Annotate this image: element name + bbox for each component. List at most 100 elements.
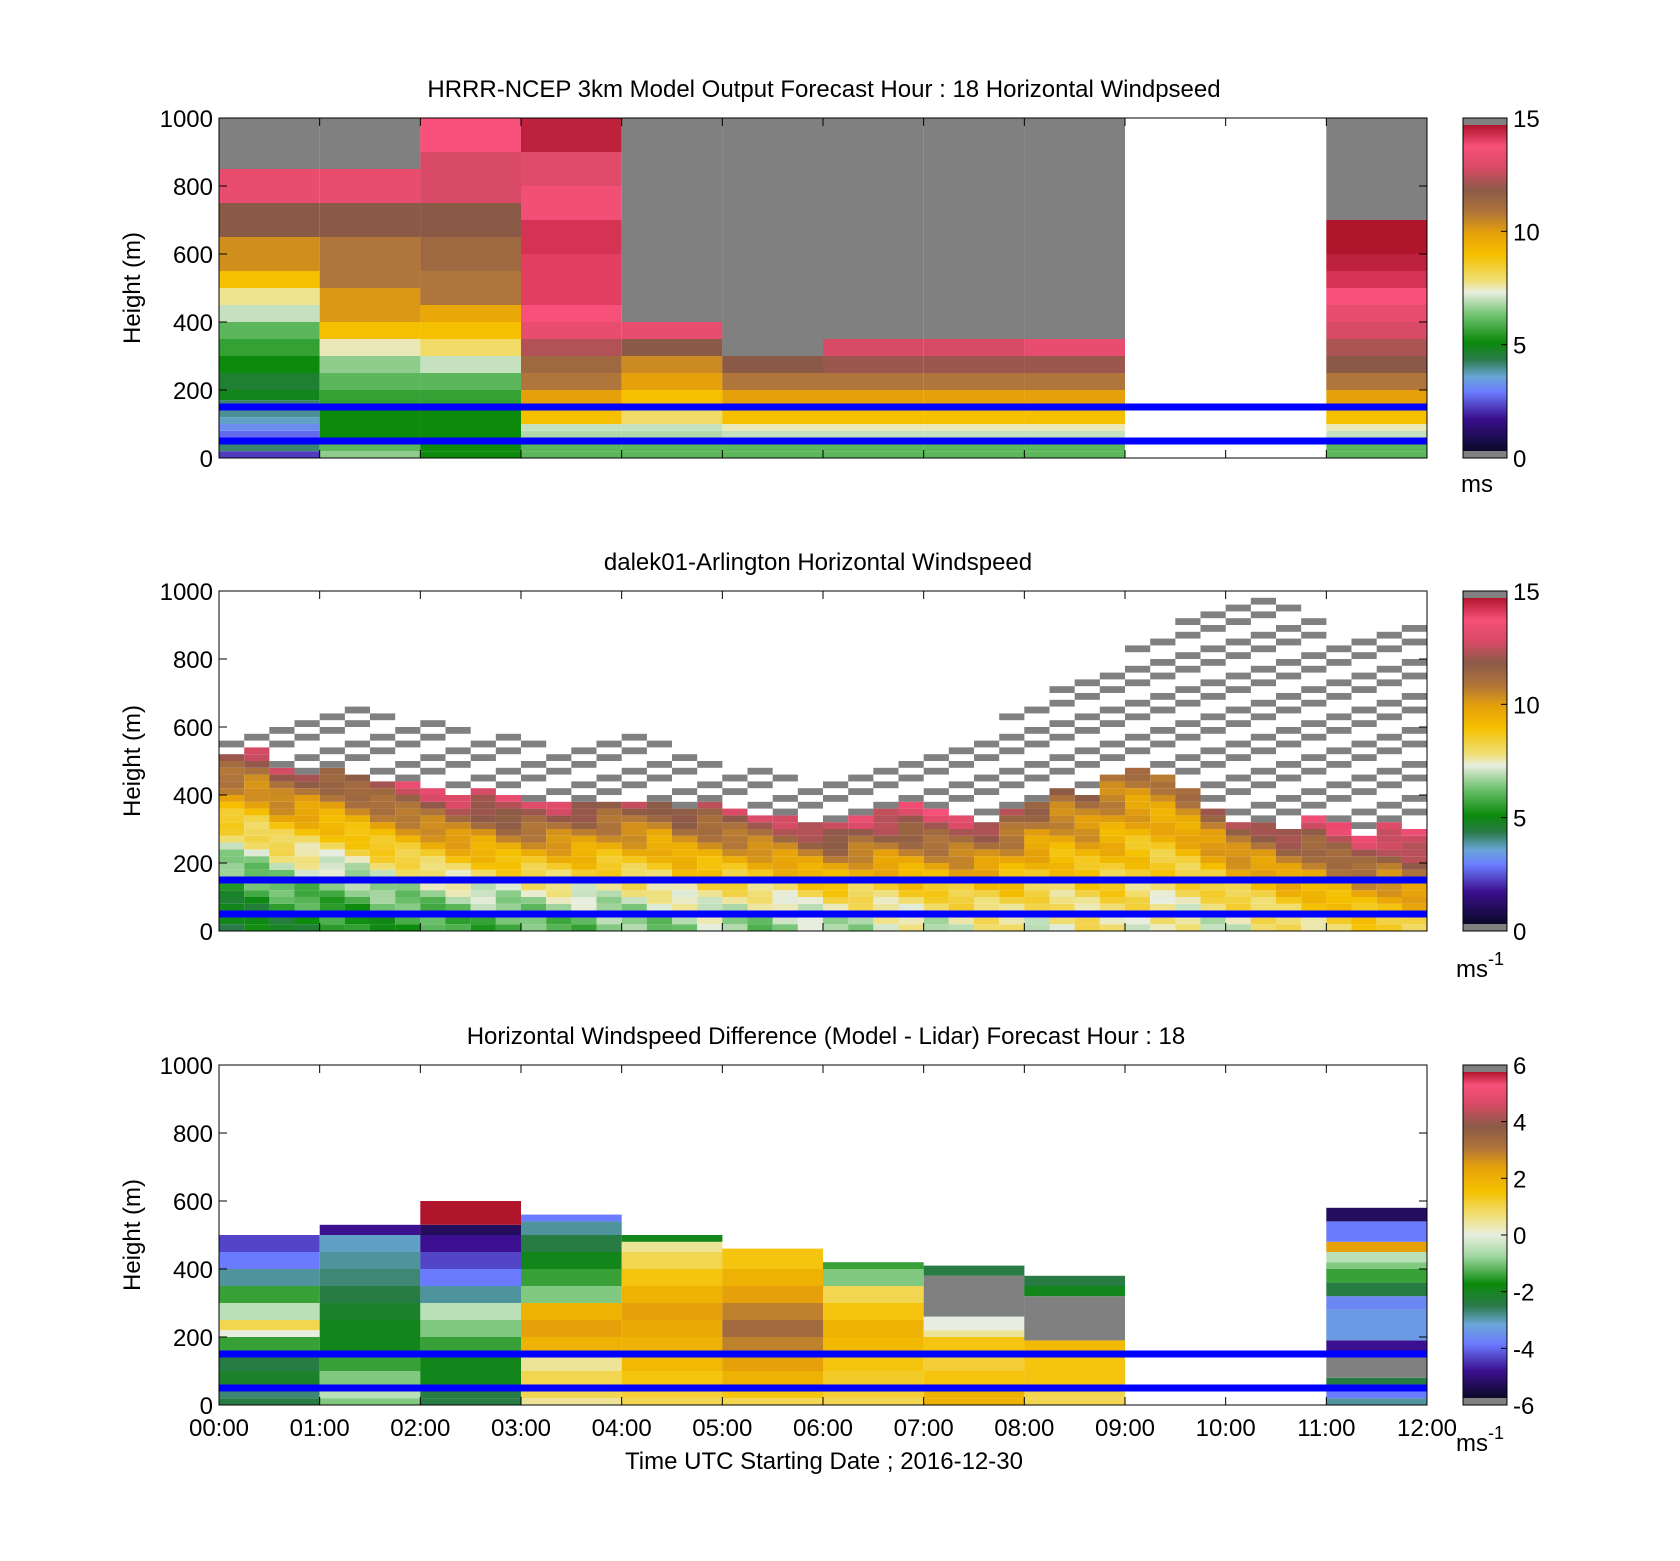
heatmap-cell-col6-band9 [823, 339, 924, 356]
heatmap-cell-t33-h400 [1049, 788, 1075, 795]
heatmap-cell-t4-h320 [319, 815, 345, 823]
heatmap-cell-t20-h240 [722, 842, 748, 850]
heatmap-cell-col4-band8 [621, 356, 723, 373]
heatmap-cell-t13-h100 [546, 890, 572, 897]
heatmap-cell-t2-h580 [269, 727, 295, 734]
heatmap-cell-col7-band10 [923, 118, 1025, 339]
heatmap-cell-t4-h220 [319, 849, 345, 857]
y-tick-label: 400 [173, 783, 213, 810]
heatmap-cell-col3-band1 [521, 1391, 622, 1399]
heatmap-cell-t4-h360 [319, 801, 345, 809]
heatmap-cell-t5-h600 [344, 720, 370, 727]
heatmap-cell-col0-band13 [219, 305, 320, 322]
heatmap-cell-col9-band12 [1326, 1221, 1427, 1242]
heatmap-cell-t31-h60 [999, 903, 1025, 911]
heatmap-cell-t44-h280 [1326, 829, 1352, 836]
heatmap-cell-t46-h760 [1376, 665, 1402, 673]
heatmap-cell-t3-h240 [294, 842, 320, 850]
heatmap-cell-t5-h260 [344, 835, 370, 843]
heatmap-cell-t31-h160 [999, 869, 1025, 877]
heatmap-cell-t32-h240 [1024, 842, 1050, 850]
heatmap-cell-t45-h120 [1351, 883, 1377, 891]
heatmap-cell-t32-h120 [1024, 883, 1050, 891]
heatmap-cell-t35-h200 [1099, 856, 1125, 863]
heatmap-cell-t1-h400 [244, 788, 270, 795]
heatmap-cell-t15-h180 [596, 863, 622, 870]
heatmap-cell-t3-h400 [294, 788, 320, 795]
heatmap-cell-t34-h580 [1074, 727, 1100, 734]
heatmap-cell-t22-h440 [772, 774, 798, 782]
heatmap-cell-t39-h920 [1200, 611, 1226, 619]
panel-difference-title: Horizontal Windspeed Difference (Model -… [467, 1023, 1186, 1050]
heatmap-cell-col3-band0 [521, 1398, 622, 1405]
heatmap-cell-t14-h200 [571, 856, 597, 863]
heatmap-cell-t42-h340 [1276, 808, 1302, 816]
heatmap-cell-t43-h700 [1301, 686, 1327, 693]
heatmap-cell-t37-h360 [1150, 801, 1176, 809]
heatmap-cell-t36-h400 [1125, 788, 1151, 795]
heatmap-cell-col9-band11 [1326, 1241, 1427, 1252]
heatmap-cell-t8-h500 [420, 754, 446, 761]
heatmap-cell-t2-h460 [269, 767, 295, 775]
heatmap-cell-t42-h540 [1276, 740, 1302, 748]
heatmap-cell-t36-h360 [1125, 801, 1151, 809]
heatmap-cell-t12-h320 [521, 815, 547, 823]
heatmap-cell-t46-h300 [1376, 822, 1402, 829]
heatmap-cell-t12-h80 [521, 897, 547, 904]
heatmap-cell-col6-band6 [823, 1303, 924, 1320]
heatmap-cell-t24-h100 [823, 890, 849, 897]
heatmap-cell-t13-h180 [546, 863, 572, 870]
heatmap-cell-t29-h0 [948, 924, 974, 931]
heatmap-cell-t10-h380 [470, 795, 496, 802]
heatmap-cell-t10-h0 [470, 924, 496, 931]
heatmap-cell-t34-h420 [1074, 781, 1100, 789]
heatmap-cell-t47-h240 [1401, 842, 1427, 850]
heatmap-cell-t26-h80 [873, 897, 899, 904]
heatmap-cell-t2-h320 [269, 815, 295, 823]
heatmap-cell-col1-band4 [319, 1354, 421, 1371]
heatmap-cell-col5-band4 [722, 1337, 823, 1354]
heatmap-cell-t6-h200 [370, 856, 396, 863]
heatmap-cell-t7-h440 [395, 774, 421, 782]
heatmap-cell-t1-h520 [244, 747, 270, 755]
heatmap-cell-col5-band7 [722, 373, 823, 390]
heatmap-cell-t5-h180 [344, 863, 370, 870]
heatmap-cell-t22-h120 [772, 883, 798, 891]
heatmap-cell-t28-h340 [923, 808, 949, 816]
heatmap-cell-t31-h240 [999, 842, 1025, 850]
heatmap-cell-t47-h480 [1401, 761, 1427, 768]
heatmap-cell-t4-h340 [319, 808, 345, 816]
heatmap-cell-t36-h240 [1125, 842, 1151, 850]
heatmap-cell-t12-h340 [521, 808, 547, 816]
heatmap-cell-t9-h160 [445, 869, 471, 877]
heatmap-cell-t12-h360 [521, 801, 547, 809]
heatmap-cell-t21-h280 [747, 829, 773, 836]
heatmap-cell-t16-h360 [621, 801, 647, 809]
heatmap-cell-t38-h240 [1175, 842, 1201, 850]
heatmap-cell-t4-h380 [319, 795, 345, 802]
heatmap-cell-col9-band3 [1326, 1354, 1427, 1378]
heatmap-cell-t12-h260 [521, 835, 547, 843]
heatmap-cell-t40-h840 [1225, 638, 1251, 646]
heatmap-cell-col2-band15 [420, 118, 521, 152]
heatmap-cell-t7-h380 [395, 795, 421, 802]
heatmap-cell-t13-h260 [546, 835, 572, 843]
heatmap-cell-t35-h440 [1099, 774, 1125, 782]
heatmap-cell-t7-h100 [395, 890, 421, 897]
heatmap-cell-t25-h160 [848, 869, 874, 877]
heatmap-cell-t29-h60 [948, 903, 974, 911]
heatmap-cell-t17-h240 [646, 842, 672, 850]
heatmap-cell-t46-h620 [1376, 713, 1402, 721]
heatmap-cell-col8-band10 [1024, 118, 1125, 339]
panel-lidar-bound-lines [219, 876, 1427, 918]
heatmap-cell-t29-h240 [948, 842, 974, 850]
heatmap-cell-t19-h60 [697, 903, 723, 911]
heatmap-cell-t42-h580 [1276, 727, 1302, 734]
heatmap-cell-t2-h300 [269, 822, 295, 829]
heatmap-cell-t40-h0 [1225, 924, 1251, 931]
heatmap-cell-t37-h60 [1150, 903, 1176, 911]
heatmap-cell-t3-h160 [294, 869, 320, 877]
heatmap-cell-t6-h240 [370, 842, 396, 850]
colorbar-tick-label: 0 [1513, 1223, 1526, 1250]
heatmap-cell-t11-h60 [495, 903, 521, 911]
